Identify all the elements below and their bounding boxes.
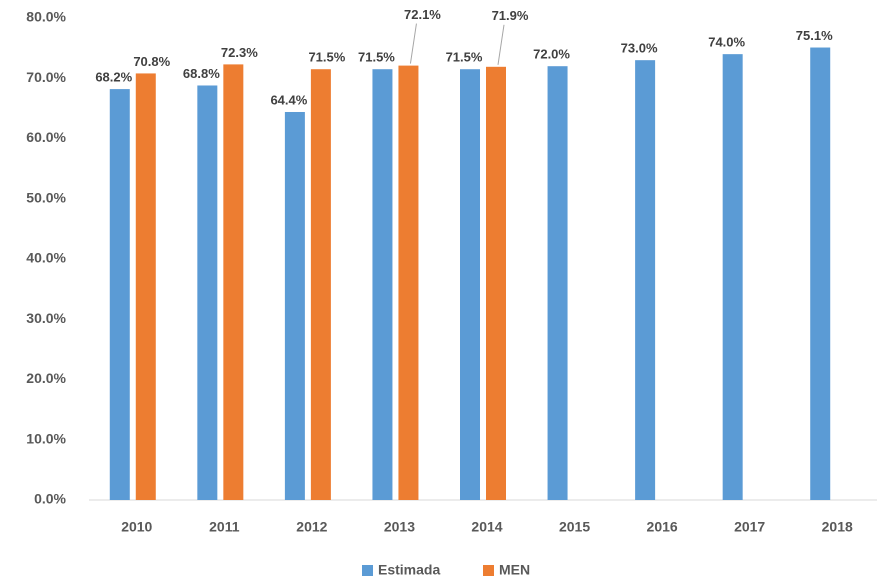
y-tick-label: 30.0% <box>26 310 66 326</box>
legend-label: Estimada <box>378 562 440 578</box>
y-tick-label: 40.0% <box>26 250 66 266</box>
bar <box>109 89 130 500</box>
data-label: 70.8% <box>133 54 170 69</box>
leader-line <box>497 24 505 65</box>
data-label: 68.8% <box>183 66 220 81</box>
legend-swatch <box>483 565 494 576</box>
bar <box>310 69 331 501</box>
y-tick-label: 10.0% <box>26 430 66 446</box>
legend-swatch <box>362 565 373 576</box>
x-tick-label: 2015 <box>559 519 590 535</box>
bar <box>810 47 831 501</box>
x-tick-label: 2012 <box>296 519 327 535</box>
data-label: 72.0% <box>533 47 570 62</box>
bar <box>460 69 480 501</box>
data-label: 73.0% <box>621 41 658 56</box>
y-tick-label: 70.0% <box>26 69 66 85</box>
y-tick-label: 80.0% <box>26 9 66 25</box>
data-label: 71.5% <box>446 50 483 65</box>
data-label: 72.3% <box>221 45 258 60</box>
legend-label: MEN <box>499 562 530 578</box>
y-tick-label: 0.0% <box>34 491 66 507</box>
bar <box>486 66 506 501</box>
x-tick-label: 2018 <box>822 519 853 535</box>
bar <box>372 69 393 501</box>
bar <box>284 111 305 501</box>
data-label: 72.1% <box>404 7 441 22</box>
data-label: 71.5% <box>308 50 345 65</box>
data-label: 71.9% <box>492 8 529 23</box>
x-tick-label: 2010 <box>121 519 152 535</box>
bar <box>135 73 156 501</box>
y-tick-label: 60.0% <box>26 129 66 145</box>
data-label: 74.0% <box>708 35 745 50</box>
x-tick-label: 2014 <box>471 519 502 535</box>
bar <box>635 60 656 501</box>
bar <box>547 66 568 500</box>
data-label: 64.4% <box>270 92 307 107</box>
x-tick-label: 2013 <box>384 519 415 535</box>
y-tick-label: 50.0% <box>26 189 66 205</box>
x-tick-label: 2011 <box>209 519 240 535</box>
x-tick-label: 2016 <box>647 519 678 535</box>
bar <box>722 54 743 501</box>
data-label: 75.1% <box>796 28 833 43</box>
data-label: 68.2% <box>95 70 132 85</box>
data-label: 71.5% <box>358 50 395 65</box>
leader-line <box>409 23 417 64</box>
bar <box>223 64 244 500</box>
y-tick-label: 20.0% <box>26 370 66 386</box>
bar <box>398 65 419 500</box>
bar <box>197 85 218 500</box>
x-tick-label: 2017 <box>734 519 765 535</box>
